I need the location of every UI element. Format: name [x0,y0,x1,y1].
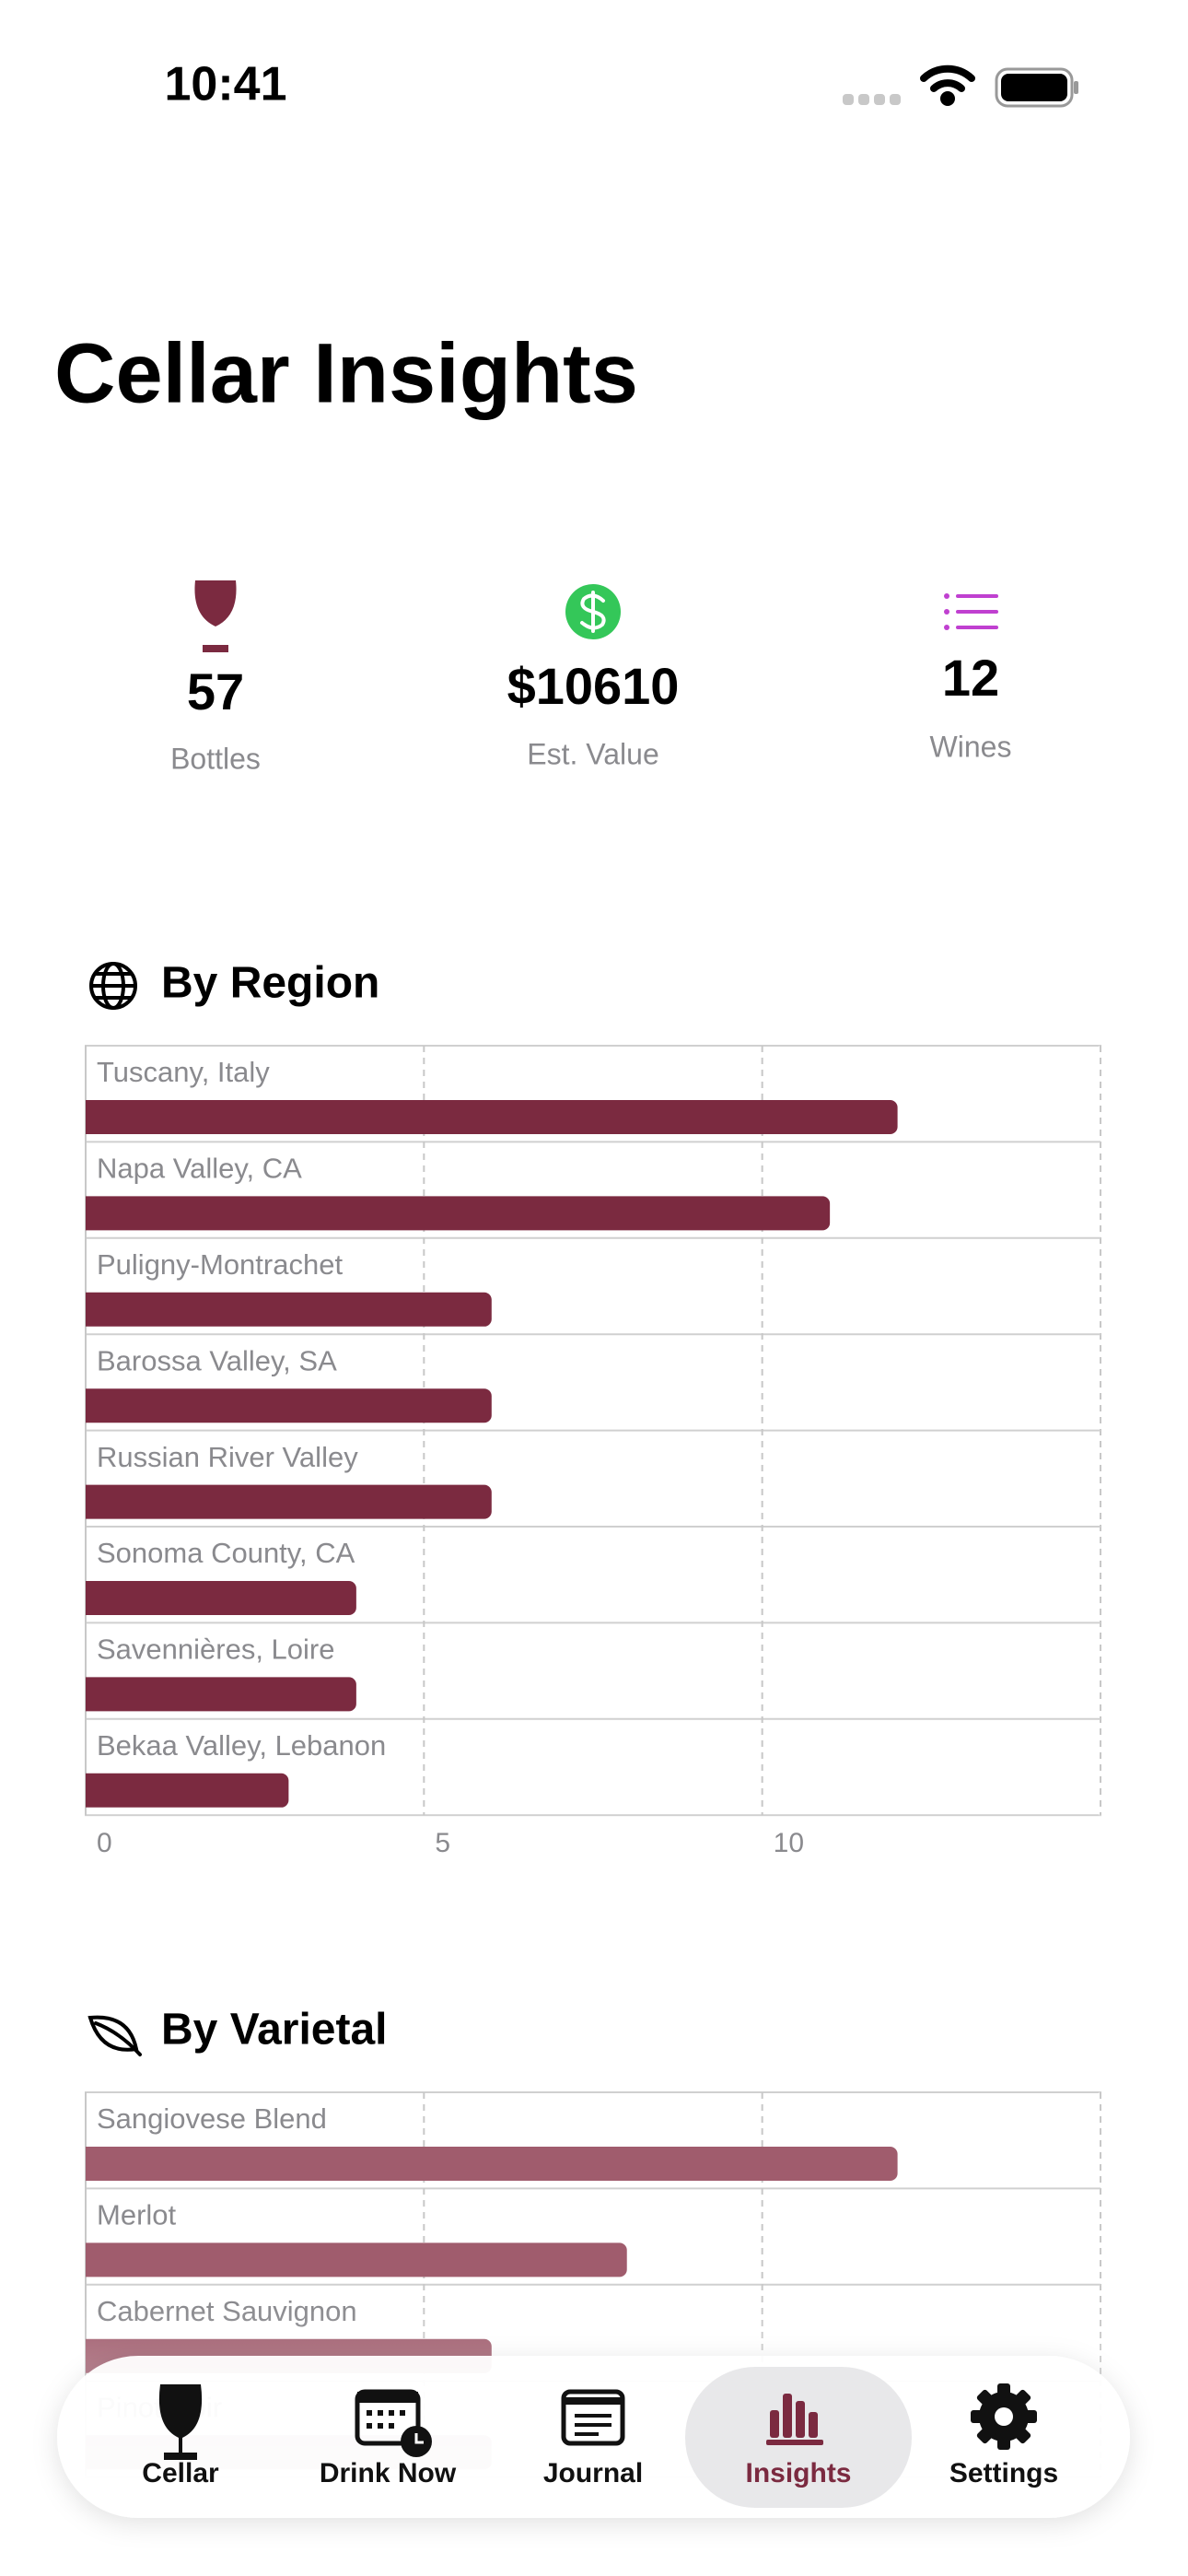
status-time: 10:41 [165,58,287,111]
category-label: Barossa Valley, SA [97,1344,337,1376]
stat-value: 12 [942,649,999,707]
category-label: Napa Valley, CA [97,1153,302,1185]
cellar-tab-icon [158,2384,203,2460]
stat-label: Est. Value [527,737,658,770]
stat-value: 57 [187,662,244,720]
bar [86,1196,831,1231]
stat-label: Bottles [170,742,261,775]
page-title: Cellar Insights [54,326,638,420]
category-label: Sonoma County, CA [97,1537,355,1569]
signal-icon [843,94,901,105]
category-label: Bekaa Valley, Lebanon [97,1729,386,1762]
bar [86,1581,356,1615]
bar [86,1292,492,1327]
x-tick-label: 10 [774,1828,804,1858]
dollar-icon [565,584,621,639]
bar [86,1773,289,1808]
content: 10:41 Cellar Insights 57 Bottles $10610 [54,58,1102,2478]
category-label: Savennières, Loire [97,1633,335,1666]
tab-label[interactable]: Settings [949,2458,1058,2488]
list-icon [944,593,998,630]
tab-label[interactable]: Journal [543,2458,643,2488]
category-label: Russian River Valley [97,1441,358,1473]
section-title: By Varietal [161,2006,387,2055]
wine-glass-icon [194,580,237,652]
bar [86,1388,492,1423]
insights-tab-icon [766,2394,823,2445]
journal-tab-icon [561,2389,625,2446]
leaf-icon [87,2015,142,2056]
wifi-icon [920,64,975,106]
tab-bar: Cellar Drink Now Journal Insights Settings [57,2356,1130,2518]
bar [86,2147,898,2181]
category-label: Tuscany, Italy [97,1056,270,1088]
battery-icon [995,67,1078,108]
stat-value: $10610 [507,657,680,715]
tab-label[interactable]: Insights [745,2458,851,2488]
bar [86,1100,898,1134]
tab-label[interactable]: Drink Now [320,2458,457,2488]
category-label: Sangiovese Blend [97,2102,327,2135]
x-tick-label: 0 [97,1828,112,1858]
x-tick-label: 5 [435,1828,450,1858]
category-label: Puligny-Montrachet [97,1248,343,1281]
tab-bar-background [57,2356,1130,2518]
category-label: Merlot [97,2199,177,2231]
globe-icon [89,962,137,1010]
bar [86,2242,627,2277]
tab-label[interactable]: Cellar [142,2458,219,2488]
stat-label: Wines [930,730,1012,763]
section-title: By Region [161,959,379,1008]
bar [86,1677,356,1712]
bar [86,1484,492,1519]
settings-tab-icon [971,2383,1037,2450]
drink-now-tab-icon [355,2389,432,2457]
